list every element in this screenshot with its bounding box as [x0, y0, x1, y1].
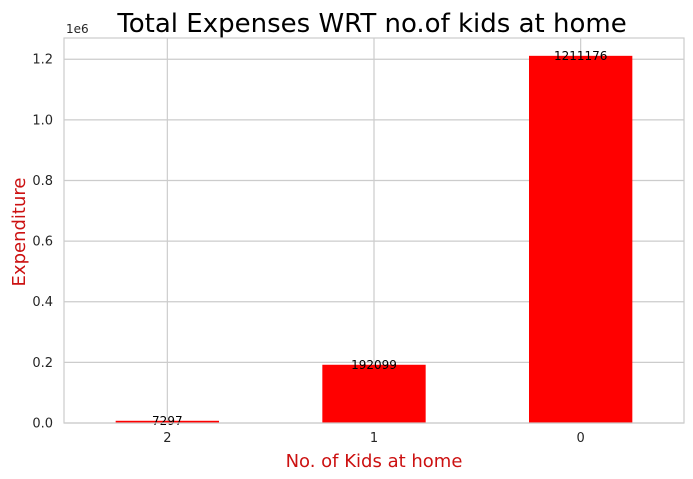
- chart-title: Total Expenses WRT no.of kids at home: [116, 9, 626, 39]
- y-tick-label: 0.4: [32, 295, 53, 310]
- bar: [322, 364, 426, 423]
- data-label: 192099: [351, 358, 397, 372]
- bar: [115, 420, 219, 423]
- y-tick-label: 0.2: [32, 356, 53, 371]
- y-tick-label: 0.0: [32, 417, 53, 432]
- y-axis-label: Expenditure: [9, 178, 30, 287]
- x-tick-label: 2: [163, 431, 171, 446]
- x-tick-label: 0: [577, 431, 585, 446]
- data-labels: 7297 192099 1211176: [152, 49, 607, 428]
- x-axis-ticks: 2 1 0: [163, 431, 585, 446]
- y-tick-label: 0.8: [32, 174, 53, 189]
- bar: [529, 55, 633, 424]
- y-tick-label: 0.6: [32, 235, 53, 250]
- y-tick-label: 1.2: [32, 53, 53, 68]
- y-axis-ticks: 0.0 0.2 0.4 0.6 0.8 1.0 1.2: [32, 53, 53, 432]
- data-label: 1211176: [554, 49, 607, 63]
- y-axis-offset-label: 1e6: [66, 22, 89, 36]
- data-label: 7297: [152, 414, 183, 428]
- plot-frame: [63, 37, 685, 424]
- x-tick-label: 1: [370, 431, 378, 446]
- bars: [115, 55, 633, 424]
- x-axis-label: No. of Kids at home: [286, 451, 463, 472]
- y-tick-label: 1.0: [32, 113, 53, 128]
